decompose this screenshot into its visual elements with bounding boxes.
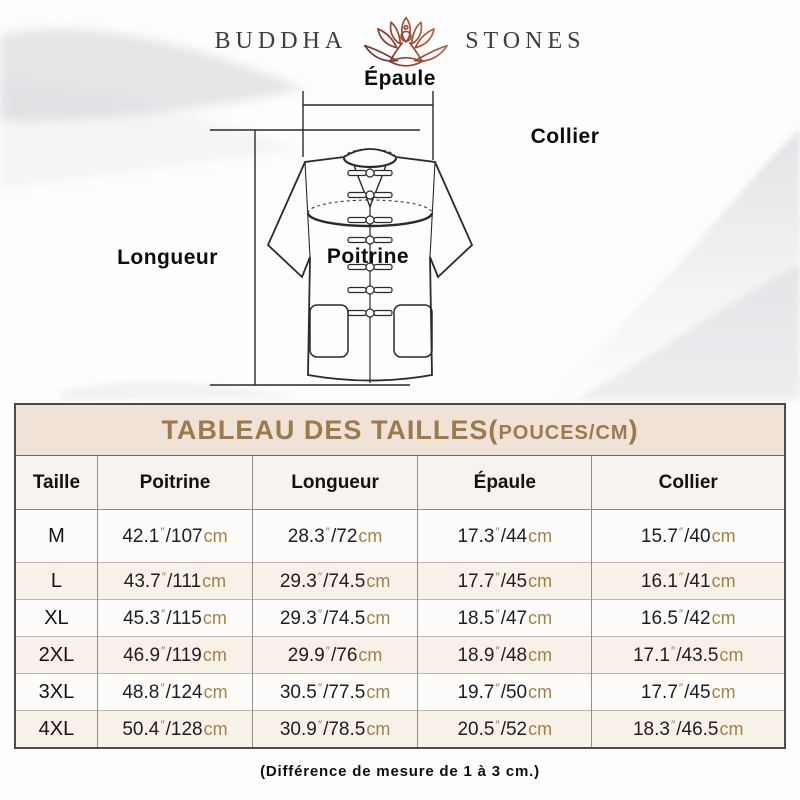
measurement-cell: 50.4″/128cm bbox=[96, 710, 253, 747]
measurement-cell: 17.7″/45cm bbox=[591, 673, 784, 711]
measurement-cell: 28.3″/72cm bbox=[252, 509, 418, 563]
measurement-note: (Différence de mesure de 1 à 3 cm.) bbox=[260, 763, 540, 780]
garment-measurement-diagram: Épaule Collier Longueur Poitrine bbox=[110, 65, 690, 400]
measurement-cell: 43.7″/111cm bbox=[96, 562, 253, 600]
size-label: 3XL bbox=[16, 673, 98, 711]
measurement-cell: 42.1″/107cm bbox=[96, 509, 253, 563]
size-label: 2XL bbox=[16, 636, 98, 674]
lotus-meditation-icon bbox=[364, 16, 449, 67]
size-label: L bbox=[16, 562, 98, 600]
measurement-cell: 17.1″/43.5cm bbox=[591, 636, 784, 674]
table-row-l: L 43.7″/111cm 29.3″/74.5cm 17.7″/45cm 16.1″/… bbox=[16, 562, 784, 600]
label-chest: Poitrine bbox=[326, 245, 410, 268]
size-table: TABLEAU DES TAILLES(POUCES/CM) Taille Poi… bbox=[14, 403, 786, 749]
measurement-cell: 46.9″/119cm bbox=[96, 636, 253, 674]
label-length: Longueur bbox=[117, 246, 218, 269]
column-header: Épaule bbox=[417, 456, 592, 510]
measurement-cell: 15.7″/40cm bbox=[591, 509, 784, 563]
table-row-xl: XL 45.3″/115cm 29.3″/74.5cm 18.5″/47cm 16.5″… bbox=[16, 599, 784, 637]
tang-shirt-drawing bbox=[210, 91, 474, 386]
table-row-3xl: 3XL 48.8″/124cm 30.5″/77.5cm 19.7″/50cm 17.7… bbox=[16, 673, 784, 711]
brand-logo: BUDDHA bbox=[0, 12, 800, 70]
measurement-cell: 18.3″/46.5cm bbox=[591, 710, 784, 747]
label-collar: Collier bbox=[530, 125, 600, 148]
column-header: Longueur bbox=[252, 456, 418, 510]
measurement-cell: 29.9″/76cm bbox=[252, 636, 418, 674]
table-row-2xl: 2XL 46.9″/119cm 29.9″/76cm 18.9″/48cm 17.1″/… bbox=[16, 636, 784, 674]
measurement-cell: 29.3″/74.5cm bbox=[252, 599, 418, 637]
measurement-cell: 19.7″/50cm bbox=[417, 673, 592, 711]
measurement-cell: 17.7″/45cm bbox=[417, 562, 592, 600]
brand-word-buddha: BUDDHA bbox=[214, 27, 348, 54]
table-title-close: ) bbox=[628, 415, 639, 445]
table-title-main: TABLEAU DES TAILLES( bbox=[161, 415, 499, 445]
measurement-cell: 48.8″/124cm bbox=[96, 673, 253, 711]
column-header: Collier bbox=[591, 456, 784, 510]
measurement-cell: 30.9″/78.5cm bbox=[252, 710, 418, 747]
measurement-cell: 18.9″/48cm bbox=[417, 636, 592, 674]
brand-word-stones: STONES bbox=[465, 27, 586, 54]
size-label: 4XL bbox=[16, 710, 98, 747]
measurement-cell: 16.1″/41cm bbox=[591, 562, 784, 600]
measurement-cell: 20.5″/52cm bbox=[417, 710, 592, 747]
column-header: Taille bbox=[16, 456, 98, 510]
size-label: M bbox=[48, 524, 65, 547]
table-title: TABLEAU DES TAILLES(POUCES/CM) bbox=[16, 405, 784, 456]
measurement-cell: 30.5″/77.5cm bbox=[252, 673, 418, 711]
table-row-m: M 42.1″/107cm 28.3″/72cm 17.3″/44cm 15.7″/40… bbox=[16, 509, 784, 563]
table-header-row: Taille Poitrine Longueur Épaule Collier bbox=[16, 456, 784, 510]
label-shoulder: Épaule bbox=[364, 67, 436, 90]
table-title-units: POUCES/CM bbox=[498, 422, 629, 444]
table-row-4xl: 4XL 50.4″/128cm 30.9″/78.5cm 20.5″/52cm 18.3… bbox=[16, 710, 784, 747]
measurement-cell: 29.3″/74.5cm bbox=[252, 562, 418, 600]
size-label: XL bbox=[16, 599, 98, 637]
measurement-cell: 18.5″/47cm bbox=[417, 599, 592, 637]
measurement-cell: 45.3″/115cm bbox=[96, 599, 253, 637]
size-table-grid: Taille Poitrine Longueur Épaule Collier M 42.… bbox=[16, 456, 784, 747]
size-table-body: M 42.1″/107cm 28.3″/72cm 17.3″/44cm 15.7″/40… bbox=[16, 509, 784, 747]
measurement-cell: 17.3″/44cm bbox=[417, 509, 592, 563]
column-header: Poitrine bbox=[96, 456, 253, 510]
measurement-cell: 16.5″/42cm bbox=[591, 599, 784, 637]
